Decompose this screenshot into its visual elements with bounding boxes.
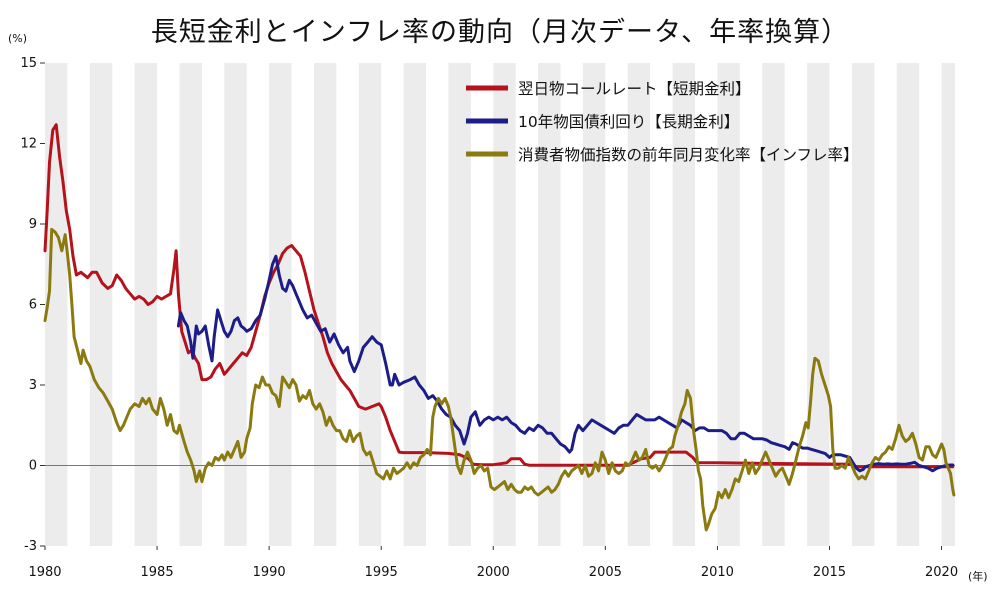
y-tick-label: 15 — [20, 56, 37, 71]
legend-label-1: 翌日物コールレート【短期金利】 — [518, 80, 751, 98]
axis-layer: -3 0 3 6 9 12 15 1980 1985 1990 1995 2000 2005 2010 20… — [20, 56, 958, 580]
series-line-2 — [176, 254, 955, 473]
x-tick-label: 1990 — [253, 565, 286, 580]
x-tick-label: 2015 — [813, 565, 846, 580]
x-tick-label: 1995 — [365, 565, 398, 580]
x-tick-label: 2010 — [701, 565, 734, 580]
y-axis-unit: (%) — [8, 32, 27, 45]
x-tick-label: 2000 — [477, 565, 510, 580]
year-band — [941, 63, 955, 546]
year-band — [224, 63, 247, 546]
x-tick-label: 2020 — [925, 565, 958, 580]
year-band — [89, 63, 113, 546]
chart-title: 長短金利とインフレ率の動向（月次データ、年率換算） — [150, 17, 850, 48]
series-line-3 — [43, 227, 956, 532]
year-band — [672, 63, 695, 546]
year-band — [762, 63, 785, 546]
y-tick-label: 6 — [29, 298, 37, 313]
year-band — [807, 63, 830, 546]
year-band — [538, 63, 561, 546]
x-axis-unit: (年) — [968, 569, 988, 583]
year-band — [896, 63, 920, 546]
year-band — [179, 63, 202, 546]
y-tick-label: 9 — [29, 217, 37, 232]
year-band — [313, 63, 337, 546]
year-band — [134, 63, 158, 546]
year-band — [358, 63, 382, 546]
legend-label-2: 10年物国債利回り【長期金利】 — [518, 113, 739, 131]
y-tick-label: 0 — [29, 459, 37, 474]
series-layer — [43, 123, 956, 532]
year-band — [717, 63, 740, 546]
year-band — [269, 63, 292, 546]
y-tick-label: -3 — [24, 539, 37, 554]
y-tick-label: 12 — [20, 137, 37, 152]
year-band — [493, 63, 516, 546]
legend-label-3: 消費者物価指数の前年同月変化率【インフレ率】 — [518, 146, 859, 164]
year-band — [627, 63, 651, 546]
year-bands — [45, 63, 955, 546]
x-tick-label: 2005 — [589, 565, 622, 580]
year-band — [403, 63, 427, 546]
year-band — [851, 63, 875, 546]
legend: 翌日物コールレート【短期金利】 10年物国債利回り【長期金利】消費者物価指数の前年… — [466, 80, 859, 164]
x-tick-label: 1985 — [141, 565, 174, 580]
y-tick-label: 3 — [29, 378, 37, 393]
x-tick-label: 1980 — [28, 565, 61, 580]
